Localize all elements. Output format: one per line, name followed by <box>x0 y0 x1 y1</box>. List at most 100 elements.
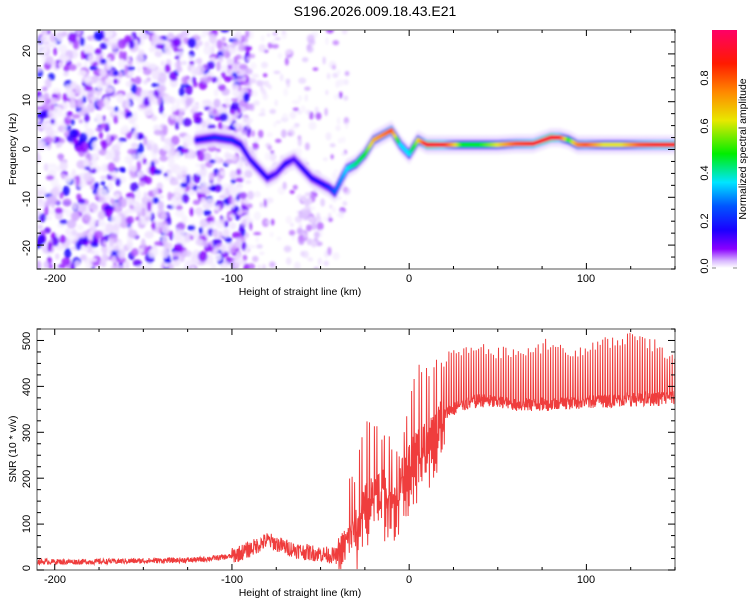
noise-blob <box>110 42 118 51</box>
noise-blob <box>235 125 240 131</box>
noise-blob <box>50 103 55 111</box>
noise-blob <box>217 84 226 92</box>
noise-blob <box>200 197 206 206</box>
noise-blob <box>343 116 350 125</box>
noise-blob <box>253 137 261 143</box>
noise-blob <box>284 49 293 55</box>
noise-blob <box>37 224 44 230</box>
noise-blob <box>202 152 212 162</box>
noise-blob <box>331 172 338 181</box>
noise-blob <box>213 205 220 211</box>
noise-blob <box>77 232 87 238</box>
noise-blob <box>77 198 86 205</box>
noise-blob <box>190 254 200 265</box>
noise-blob <box>223 50 231 59</box>
noise-blob <box>235 168 242 176</box>
noise-blob <box>233 56 239 62</box>
bottom-y-axis-label: SNR (10 * v/v) <box>7 415 19 482</box>
noise-blob <box>289 189 295 194</box>
noise-blob <box>105 208 113 218</box>
noise-blob <box>195 65 200 76</box>
noise-blob <box>97 210 106 221</box>
noise-blob <box>192 173 201 184</box>
noise-blob <box>192 230 198 239</box>
noise-blob <box>232 39 239 46</box>
noise-blob <box>98 197 107 204</box>
noise-blob <box>128 60 133 67</box>
noise-blob <box>153 124 160 130</box>
noise-blob <box>322 56 326 65</box>
noise-blob <box>170 96 176 106</box>
noise-blob <box>319 229 323 238</box>
noise-blob <box>159 155 168 162</box>
noise-blob <box>171 197 177 209</box>
noise-blob <box>266 132 273 138</box>
noise-blob <box>263 198 267 208</box>
noise-blob <box>200 163 206 170</box>
noise-blob <box>310 222 317 230</box>
noise-blob <box>77 236 88 246</box>
noise-blob <box>270 218 275 226</box>
noise-blob <box>98 188 108 198</box>
noise-blob <box>148 63 157 70</box>
noise-blob <box>56 223 65 228</box>
noise-blob <box>203 241 209 247</box>
noise-blob <box>248 78 257 84</box>
noise-blob <box>111 144 121 152</box>
noise-blob <box>175 200 181 206</box>
noise-blob <box>303 198 310 206</box>
noise-blob <box>37 234 46 245</box>
noise-blob <box>238 63 248 70</box>
noise-blob <box>208 172 215 182</box>
noise-blob <box>61 257 72 266</box>
noise-blob <box>252 255 259 263</box>
noise-blob <box>229 257 234 263</box>
noise-blob <box>63 71 69 77</box>
noise-blob <box>336 69 341 76</box>
top-y-tick-label: 20 <box>21 45 33 57</box>
noise-blob <box>245 180 252 185</box>
noise-blob <box>285 257 292 265</box>
noise-blob <box>216 75 222 87</box>
noise-blob <box>262 73 268 78</box>
noise-blob <box>241 117 249 126</box>
noise-blob <box>301 57 309 63</box>
noise-blob <box>49 97 58 104</box>
noise-blob <box>260 88 267 95</box>
noise-blob <box>118 59 126 69</box>
noise-blob <box>99 58 107 65</box>
noise-blob <box>296 227 303 235</box>
noise-blob <box>338 91 343 99</box>
noise-blob <box>90 249 95 255</box>
noise-blob <box>80 49 86 60</box>
noise-blob <box>173 186 181 198</box>
noise-blob <box>74 84 81 95</box>
noise-blob <box>306 45 314 54</box>
noise-blob <box>243 82 251 87</box>
noise-blob <box>281 129 287 138</box>
noise-blob <box>90 184 95 190</box>
noise-blob <box>292 184 298 190</box>
noise-blob <box>269 153 277 162</box>
noise-blob <box>164 63 171 73</box>
noise-blob <box>104 30 114 38</box>
noise-blob <box>45 78 52 89</box>
noise-blob <box>75 175 80 187</box>
noise-blob <box>290 125 299 130</box>
noise-blob <box>138 49 145 57</box>
colorbar: 0.0 0.2 0.4 0.6 0.8 Normalized spectral … <box>699 30 749 274</box>
noise-blob <box>162 94 172 103</box>
noise-blob <box>146 143 153 151</box>
noise-blob <box>130 142 139 149</box>
noise-blob <box>261 93 269 101</box>
noise-blob <box>326 30 334 34</box>
noise-blob <box>172 37 182 48</box>
colorbar-label: Normalized spectral amplitude <box>737 78 749 219</box>
noise-blob <box>275 120 282 124</box>
noise-blob <box>194 207 203 216</box>
noise-blob <box>116 140 123 147</box>
noise-blob <box>43 136 54 144</box>
noise-blob <box>243 92 250 103</box>
noise-blob <box>258 113 266 117</box>
noise-blob <box>223 228 230 238</box>
